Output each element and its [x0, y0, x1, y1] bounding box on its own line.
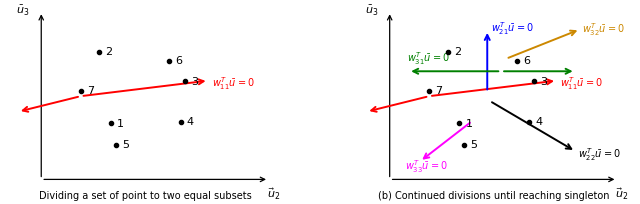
Text: $w_{11}^T \bar{u} = 0$: $w_{11}^T \bar{u} = 0$	[212, 74, 255, 91]
Text: 6: 6	[524, 56, 531, 66]
Text: (b) Continued divisions until reaching singleton: (b) Continued divisions until reaching s…	[378, 190, 610, 200]
Text: 3: 3	[540, 76, 547, 86]
Text: 3: 3	[191, 76, 198, 86]
Text: $w_{32}^T \bar{u} = 0$: $w_{32}^T \bar{u} = 0$	[582, 21, 625, 38]
Text: 5: 5	[122, 140, 129, 150]
Text: 6: 6	[175, 56, 182, 66]
Text: $\bar{u}_3$: $\bar{u}_3$	[365, 4, 378, 18]
Text: 7: 7	[87, 85, 94, 95]
Text: 2: 2	[106, 47, 113, 57]
Text: $w_{22}^T \bar{u} = 0$: $w_{22}^T \bar{u} = 0$	[578, 146, 620, 162]
Text: $w_{33}^T \bar{u} = 0$: $w_{33}^T \bar{u} = 0$	[404, 157, 447, 174]
Text: $w_{11}^T \bar{u} = 0$: $w_{11}^T \bar{u} = 0$	[561, 74, 603, 91]
Text: 1: 1	[466, 118, 473, 128]
Text: 4: 4	[187, 116, 194, 126]
Text: $w_{21}^T \bar{u} = 0$: $w_{21}^T \bar{u} = 0$	[491, 20, 533, 37]
Text: 1: 1	[117, 118, 124, 128]
Text: 2: 2	[454, 47, 461, 57]
Text: $w_{31}^T \bar{u} = 0$: $w_{31}^T \bar{u} = 0$	[407, 50, 450, 67]
Text: 7: 7	[435, 85, 443, 95]
Text: Dividing a set of point to two equal subsets: Dividing a set of point to two equal sub…	[40, 190, 252, 200]
Text: $\vec{u}_2$: $\vec{u}_2$	[615, 186, 628, 201]
Text: $\vec{u}_2$: $\vec{u}_2$	[267, 186, 280, 201]
Text: $\bar{u}_3$: $\bar{u}_3$	[16, 4, 29, 18]
Text: 4: 4	[535, 116, 543, 126]
Text: 5: 5	[470, 140, 477, 150]
